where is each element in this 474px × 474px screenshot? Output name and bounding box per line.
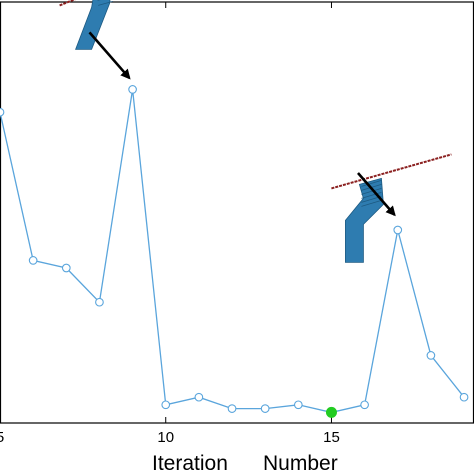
contact-surface xyxy=(331,153,452,190)
robot-arm-link xyxy=(75,0,111,50)
data-point xyxy=(260,404,270,413)
series-line xyxy=(0,89,465,414)
data-point xyxy=(393,225,403,235)
contact-surface xyxy=(59,0,76,7)
annotation-arrow xyxy=(357,172,396,217)
robot-arm-joint xyxy=(361,180,382,187)
x-tick-label: 10 xyxy=(157,429,174,446)
data-point xyxy=(227,404,237,413)
plot-frame xyxy=(0,1,474,424)
annotation-arrow xyxy=(88,31,131,80)
series-layer xyxy=(0,85,469,418)
x-tick-label: 5 xyxy=(0,429,4,446)
robot-arm-joint xyxy=(361,200,382,207)
axes xyxy=(0,1,474,424)
data-point xyxy=(360,400,369,410)
robot-arm-joint xyxy=(361,188,382,195)
arrows-layer xyxy=(88,31,396,217)
x-axis-title: Iteration Number xyxy=(152,452,338,474)
data-point xyxy=(28,256,38,265)
data-point xyxy=(0,107,5,117)
data-point xyxy=(426,351,436,360)
data-point xyxy=(459,392,469,402)
data-point xyxy=(194,392,204,402)
data-point xyxy=(95,297,104,307)
insets-layer xyxy=(59,0,452,263)
robot-arm-inset xyxy=(331,153,452,263)
x-tick-label: 15 xyxy=(323,429,340,446)
highlight-point xyxy=(325,406,337,418)
labels-layer: 5 10 15 Iteration Number xyxy=(0,429,340,474)
robot-arm-joint xyxy=(361,192,382,199)
data-point xyxy=(161,400,171,410)
robot-arm-joint xyxy=(98,1,113,6)
data-point xyxy=(128,85,137,94)
x-axis-title-word: Number xyxy=(263,452,338,474)
data-point xyxy=(293,400,303,410)
robot-arm-link xyxy=(345,177,384,263)
x-axis-title-word: Iteration xyxy=(152,452,228,474)
data-point xyxy=(61,263,71,273)
robot-arm-inset xyxy=(59,0,113,50)
